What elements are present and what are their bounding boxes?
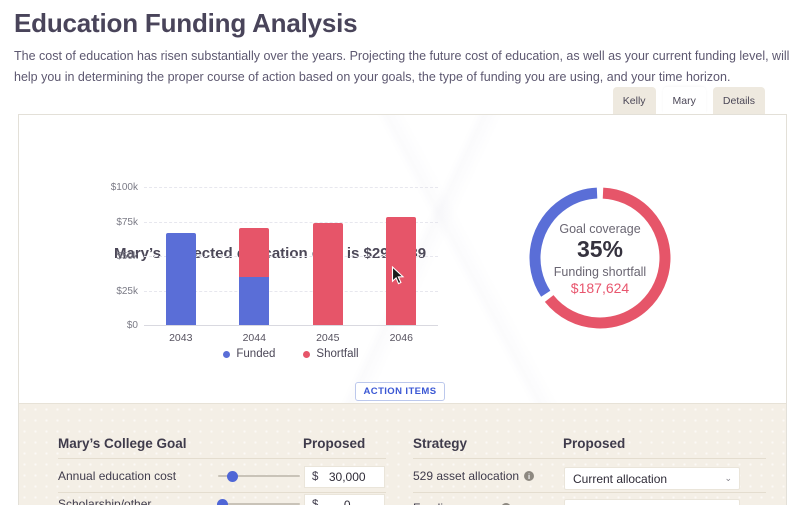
strategy-header: Strategy [413, 436, 468, 451]
y-axis-tick: $50k [116, 251, 138, 262]
strategy-row-label: Funding source [413, 501, 496, 505]
divider [58, 492, 386, 493]
currency-symbol: $ [312, 499, 319, 505]
chart-title: Mary’s projected education cost is $290,… [114, 245, 427, 262]
proposed-header-right: Proposed [563, 436, 626, 451]
analysis-card: Mary’s projected education cost is $290,… [18, 114, 787, 505]
x-axis-label: 2046 [389, 332, 413, 344]
y-axis-tick: $100k [110, 182, 138, 193]
y-axis-tick: $0 [126, 320, 138, 331]
funding-shortfall-value: $187,624 [570, 280, 630, 296]
legend-label: Funded [236, 348, 276, 360]
bar-funded-2043[interactable] [165, 232, 196, 325]
slider-track[interactable] [218, 475, 300, 477]
legend-dot [223, 350, 231, 358]
proposed-header-left: Proposed [303, 436, 366, 451]
allocation-select[interactable]: ⌄ [564, 499, 740, 505]
bar-shortfall-2045[interactable] [312, 222, 343, 325]
tab-kelly[interactable]: Kelly [612, 87, 656, 114]
amount-input[interactable] [318, 470, 384, 484]
x-axis-label: 2044 [242, 332, 266, 344]
legend-label: Shortfall [316, 348, 359, 360]
tab-mary[interactable]: Mary [662, 87, 706, 114]
bar-shortfall-2044[interactable] [239, 228, 270, 277]
amount-input[interactable] [318, 498, 384, 505]
allocation-select[interactable]: Current allocation ⌄ [564, 467, 740, 490]
chevron-down-icon: ⌄ [724, 473, 732, 483]
divider [58, 458, 386, 459]
funding-shortfall-label: Funding shortfall [553, 265, 647, 279]
tab-bar: Kelly Mary Details [612, 86, 765, 114]
info-icon[interactable]: i [524, 471, 535, 481]
gridline [144, 325, 438, 326]
donut-chart [525, 183, 675, 333]
legend-item-funded[interactable]: Funded [223, 348, 275, 360]
gridline [144, 187, 438, 188]
slider-knob[interactable] [217, 498, 229, 505]
amount-field: $ [304, 466, 385, 488]
y-axis-tick: $75k [116, 216, 138, 228]
legend-item-shortfall[interactable]: Shortfall [303, 348, 359, 360]
slider-track[interactable] [218, 503, 300, 505]
x-axis-label: 2045 [316, 332, 340, 344]
x-axis-label: 2043 [169, 332, 193, 344]
info-icon[interactable]: i [500, 503, 511, 505]
legend-dot [303, 350, 311, 358]
divider [413, 458, 766, 459]
bar-shortfall-2046[interactable] [386, 217, 417, 325]
chart-legend: Funded Shortfall [144, 348, 438, 360]
gridline [144, 221, 438, 223]
amount-field: $ [304, 494, 385, 505]
goal-coverage-label: Goal coverage [559, 222, 641, 236]
tab-details[interactable]: Details [712, 87, 765, 114]
divider [413, 492, 766, 493]
goal-coverage-value: 35% [576, 236, 624, 262]
bar-funded-2044[interactable] [239, 276, 270, 325]
college-goal-header: Mary’s College Goal [58, 436, 187, 451]
page-description: The cost of education has risen substant… [14, 49, 790, 84]
select-value: Current allocation [573, 471, 668, 486]
goal-panel: Mary’s College Goal Proposed Strategy Pr… [19, 403, 786, 505]
strategy-row-label: 529 asset allocation [413, 469, 520, 483]
donut-slice-funded [529, 187, 671, 329]
slider-knob[interactable] [227, 470, 239, 482]
goal-row-label: Scholarship/other [58, 497, 152, 505]
gridline [144, 290, 438, 292]
gridline [144, 256, 438, 257]
page-title: Education Funding Analysis [14, 8, 358, 38]
action-items-button[interactable]: ACTION ITEMS [355, 382, 445, 401]
y-axis-tick: $25k [116, 285, 138, 297]
currency-symbol: $ [312, 471, 319, 483]
goal-row-label: Annual education cost [58, 469, 177, 483]
